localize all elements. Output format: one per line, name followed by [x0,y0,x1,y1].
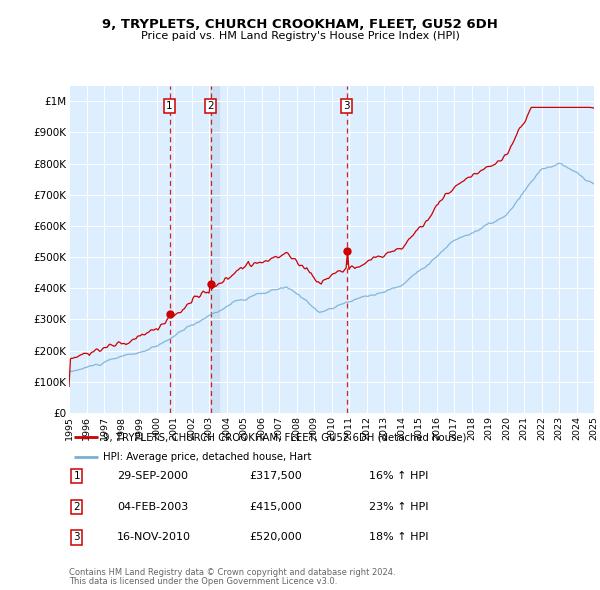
Text: This data is licensed under the Open Government Licence v3.0.: This data is licensed under the Open Gov… [69,578,337,586]
Text: Price paid vs. HM Land Registry's House Price Index (HPI): Price paid vs. HM Land Registry's House … [140,31,460,41]
Text: 2: 2 [73,502,80,512]
Text: £415,000: £415,000 [249,502,302,512]
Text: 9, TRYPLETS, CHURCH CROOKHAM, FLEET, GU52 6DH (detached house): 9, TRYPLETS, CHURCH CROOKHAM, FLEET, GU5… [103,432,467,442]
Text: HPI: Average price, detached house, Hart: HPI: Average price, detached house, Hart [103,452,311,461]
Text: Contains HM Land Registry data © Crown copyright and database right 2024.: Contains HM Land Registry data © Crown c… [69,568,395,577]
Text: £317,500: £317,500 [249,471,302,481]
Text: 3: 3 [344,101,350,111]
Text: 16% ↑ HPI: 16% ↑ HPI [369,471,428,481]
Text: £520,000: £520,000 [249,533,302,542]
Bar [210,86,220,413]
Text: 1: 1 [166,101,173,111]
Text: 16-NOV-2010: 16-NOV-2010 [117,533,191,542]
Text: 3: 3 [73,533,80,542]
Text: 23% ↑ HPI: 23% ↑ HPI [369,502,428,512]
Text: 29-SEP-2000: 29-SEP-2000 [117,471,188,481]
Text: 2: 2 [207,101,214,111]
Text: 18% ↑ HPI: 18% ↑ HPI [369,533,428,542]
Text: 04-FEB-2003: 04-FEB-2003 [117,502,188,512]
Text: 9, TRYPLETS, CHURCH CROOKHAM, FLEET, GU52 6DH: 9, TRYPLETS, CHURCH CROOKHAM, FLEET, GU5… [102,18,498,31]
Text: 1: 1 [73,471,80,481]
